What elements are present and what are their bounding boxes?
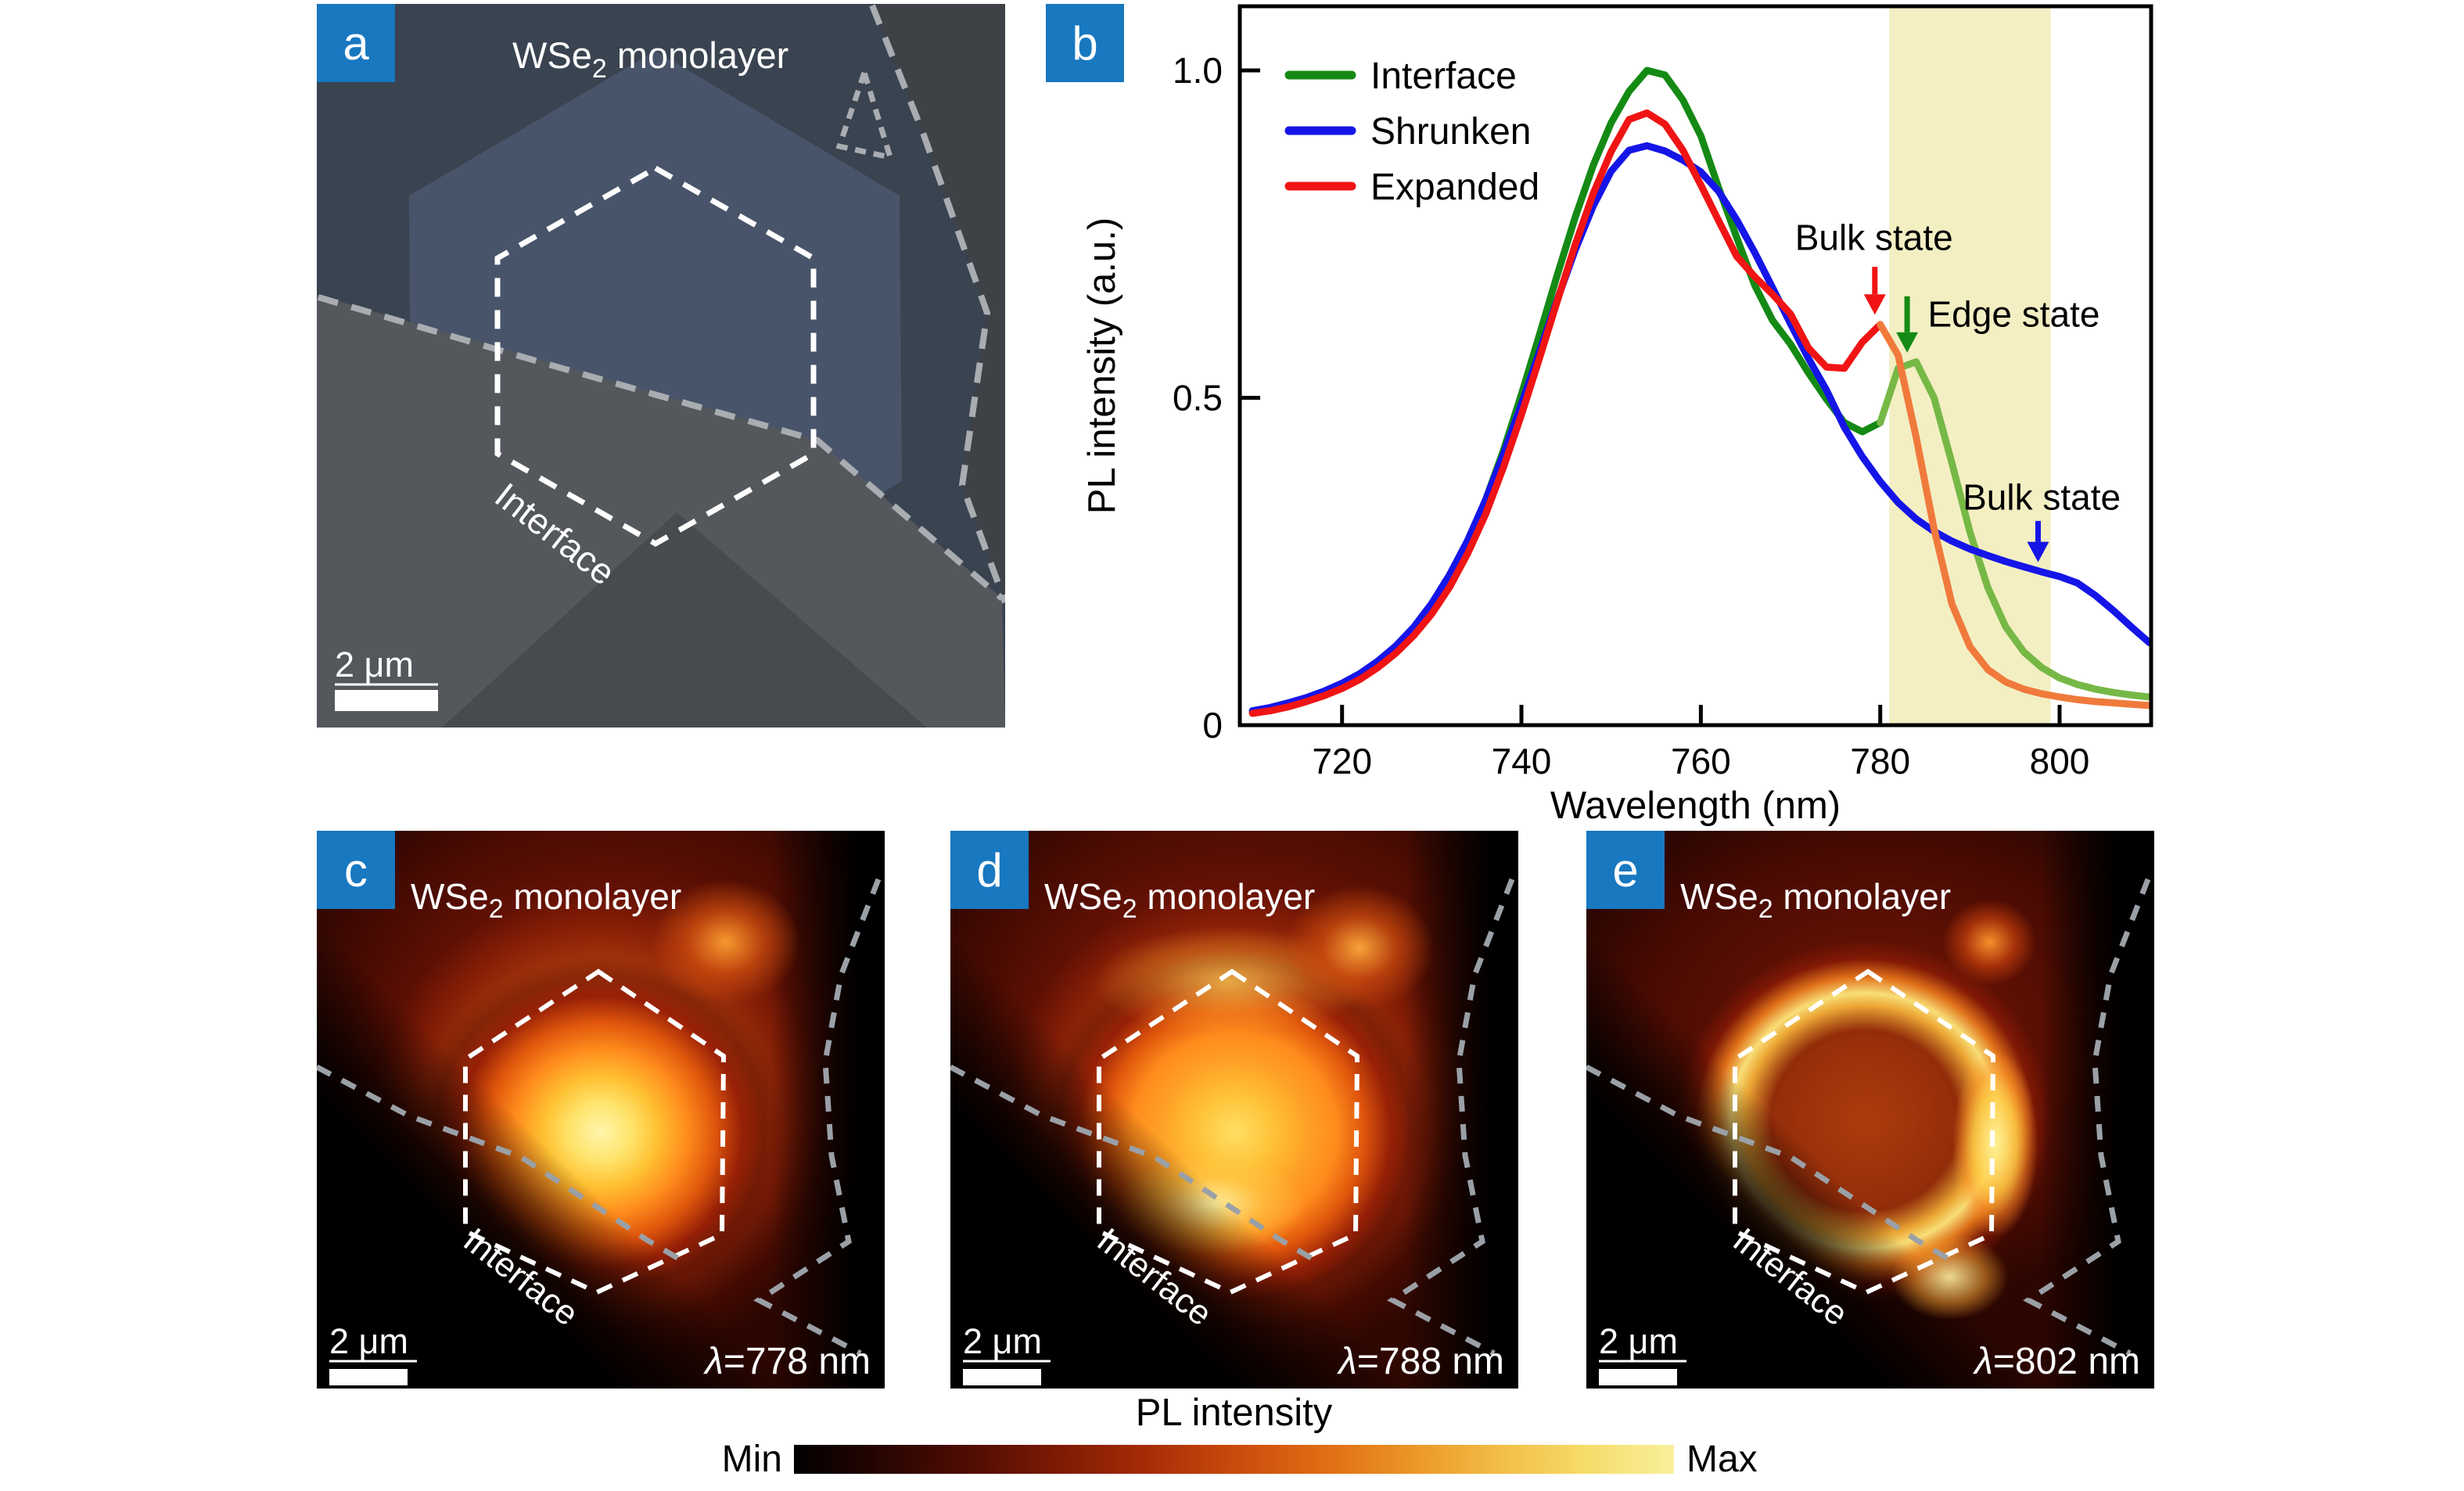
panel-e-overlay: WSe2 monolayer Interface 2 μm λ=802 nm (1586, 876, 2151, 1385)
hexagon-outline (1733, 968, 1996, 1295)
x-tick-label: 760 (1671, 741, 1731, 781)
interface-boundary-dashed-line (317, 294, 1004, 602)
annotation-arrowhead-2 (2027, 541, 2049, 562)
flake-boundary-dashed-line (2023, 878, 2151, 1356)
x-tick-label: 720 (1312, 741, 1372, 781)
panel-c-label: c (317, 831, 395, 909)
x-tick-label: 800 (2030, 741, 2090, 781)
interface-label: Interface (1090, 1221, 1219, 1334)
panel-d-label: d (950, 831, 1029, 909)
curve-interface (1248, 66, 1884, 716)
panel-c: WSe2 monolayer Interface 2 μm λ=778 nm c (317, 831, 885, 1389)
panel-a: WSe2 monolayer Interface 2 μm a (317, 4, 1005, 728)
flake-boundary-dashed-line (869, 4, 1005, 604)
scale-bar-label: 2 μm (963, 1321, 1042, 1361)
annotation-arrowhead-0 (1863, 294, 1886, 315)
annotation-text-1: Edge state (1928, 293, 2100, 334)
scale-bar (335, 690, 438, 711)
colorbar-max-label: Max (1686, 1439, 1758, 1480)
colorbar-min-label: Min (721, 1439, 782, 1480)
x-tick-label: 780 (1850, 741, 1910, 781)
x-tick-label: 740 (1492, 741, 1552, 781)
material-label: WSe2 monolayer (512, 34, 788, 84)
hexagon-outline (463, 968, 727, 1295)
interface-boundary-dashed-line (1586, 1064, 1952, 1263)
curve-expanded (1248, 109, 1884, 717)
scale-bar-label: 2 μm (1599, 1321, 1678, 1361)
scale-bar (329, 1369, 408, 1385)
colorbar-gradient (794, 1445, 1674, 1474)
legend-label-interface: Interface (1370, 56, 1517, 97)
flake-boundary-dashed-line (753, 878, 882, 1356)
annotation-text-2: Bulk state (1963, 477, 2121, 518)
substrate-region (317, 295, 1005, 728)
panel-e: WSe2 monolayer Interface 2 μm λ=802 nm e (1586, 831, 2154, 1389)
material-label: WSe2 monolayer (1680, 876, 1951, 924)
curve-shrunken (1248, 142, 2153, 715)
plot-frame (1237, 4, 2153, 728)
substrate-dark-region (442, 512, 927, 728)
annotation-arrowhead-1 (1896, 332, 1919, 353)
hexagon-outline (1097, 968, 1360, 1295)
scale-bar (1599, 1369, 1677, 1385)
legend-label-shrunken: Shrunken (1370, 111, 1531, 153)
scale-bar (963, 1369, 1041, 1385)
panel-d-overlay: WSe2 monolayer Interface 2 μm λ=788 nm (950, 876, 1515, 1385)
interface-label: Interface (1726, 1221, 1855, 1334)
panel-b-label: b (1046, 4, 1124, 82)
material-label: WSe2 monolayer (1044, 876, 1315, 924)
x-axis-title: Wavelength (nm) (1550, 785, 1841, 827)
panel-d: WSe2 monolayer Interface 2 μm λ=788 nm d (950, 831, 1518, 1389)
flake-boundary-dashed-line (1387, 878, 1515, 1356)
scale-bar-label: 2 μm (329, 1321, 408, 1361)
wavelength-label: λ=802 nm (1972, 1341, 2140, 1382)
legend-label-expanded: Expanded (1370, 167, 1539, 208)
curve-expanded-tail (1877, 321, 2153, 710)
interface-boundary-dashed-line (950, 1064, 1316, 1263)
wavelength-label: λ=788 nm (1336, 1341, 1504, 1382)
scale-bar-label: 2 μm (335, 645, 414, 684)
hexagon-outline (494, 164, 817, 548)
panel-a-label: a (317, 4, 395, 82)
colorbar-title: PL intensity (1135, 1392, 1333, 1434)
curve-interface-tail (1877, 358, 2153, 701)
y-tick-label: 0.5 (1173, 378, 1223, 419)
panel-a-image: WSe2 monolayer Interface 2 μm (317, 4, 1005, 728)
annotation-text-0: Bulk state (1795, 217, 1953, 258)
panel-e-label: e (1586, 831, 1665, 909)
material-label: WSe2 monolayer (411, 876, 681, 924)
interface-boundary-dashed-line (317, 1064, 683, 1263)
panel-c-overlay: WSe2 monolayer Interface 2 μm λ=778 nm (317, 876, 882, 1385)
y-tick-label: 1.0 (1173, 50, 1223, 91)
right-dark-region (872, 4, 1005, 598)
wavelength-label: λ=778 nm (702, 1341, 871, 1382)
y-tick-label: 0 (1202, 705, 1223, 746)
small-triangle-dashed-marker (835, 63, 895, 161)
interface-label: Interface (456, 1221, 585, 1334)
y-axis-title: PL intensity (a.u.) (1081, 217, 1123, 514)
